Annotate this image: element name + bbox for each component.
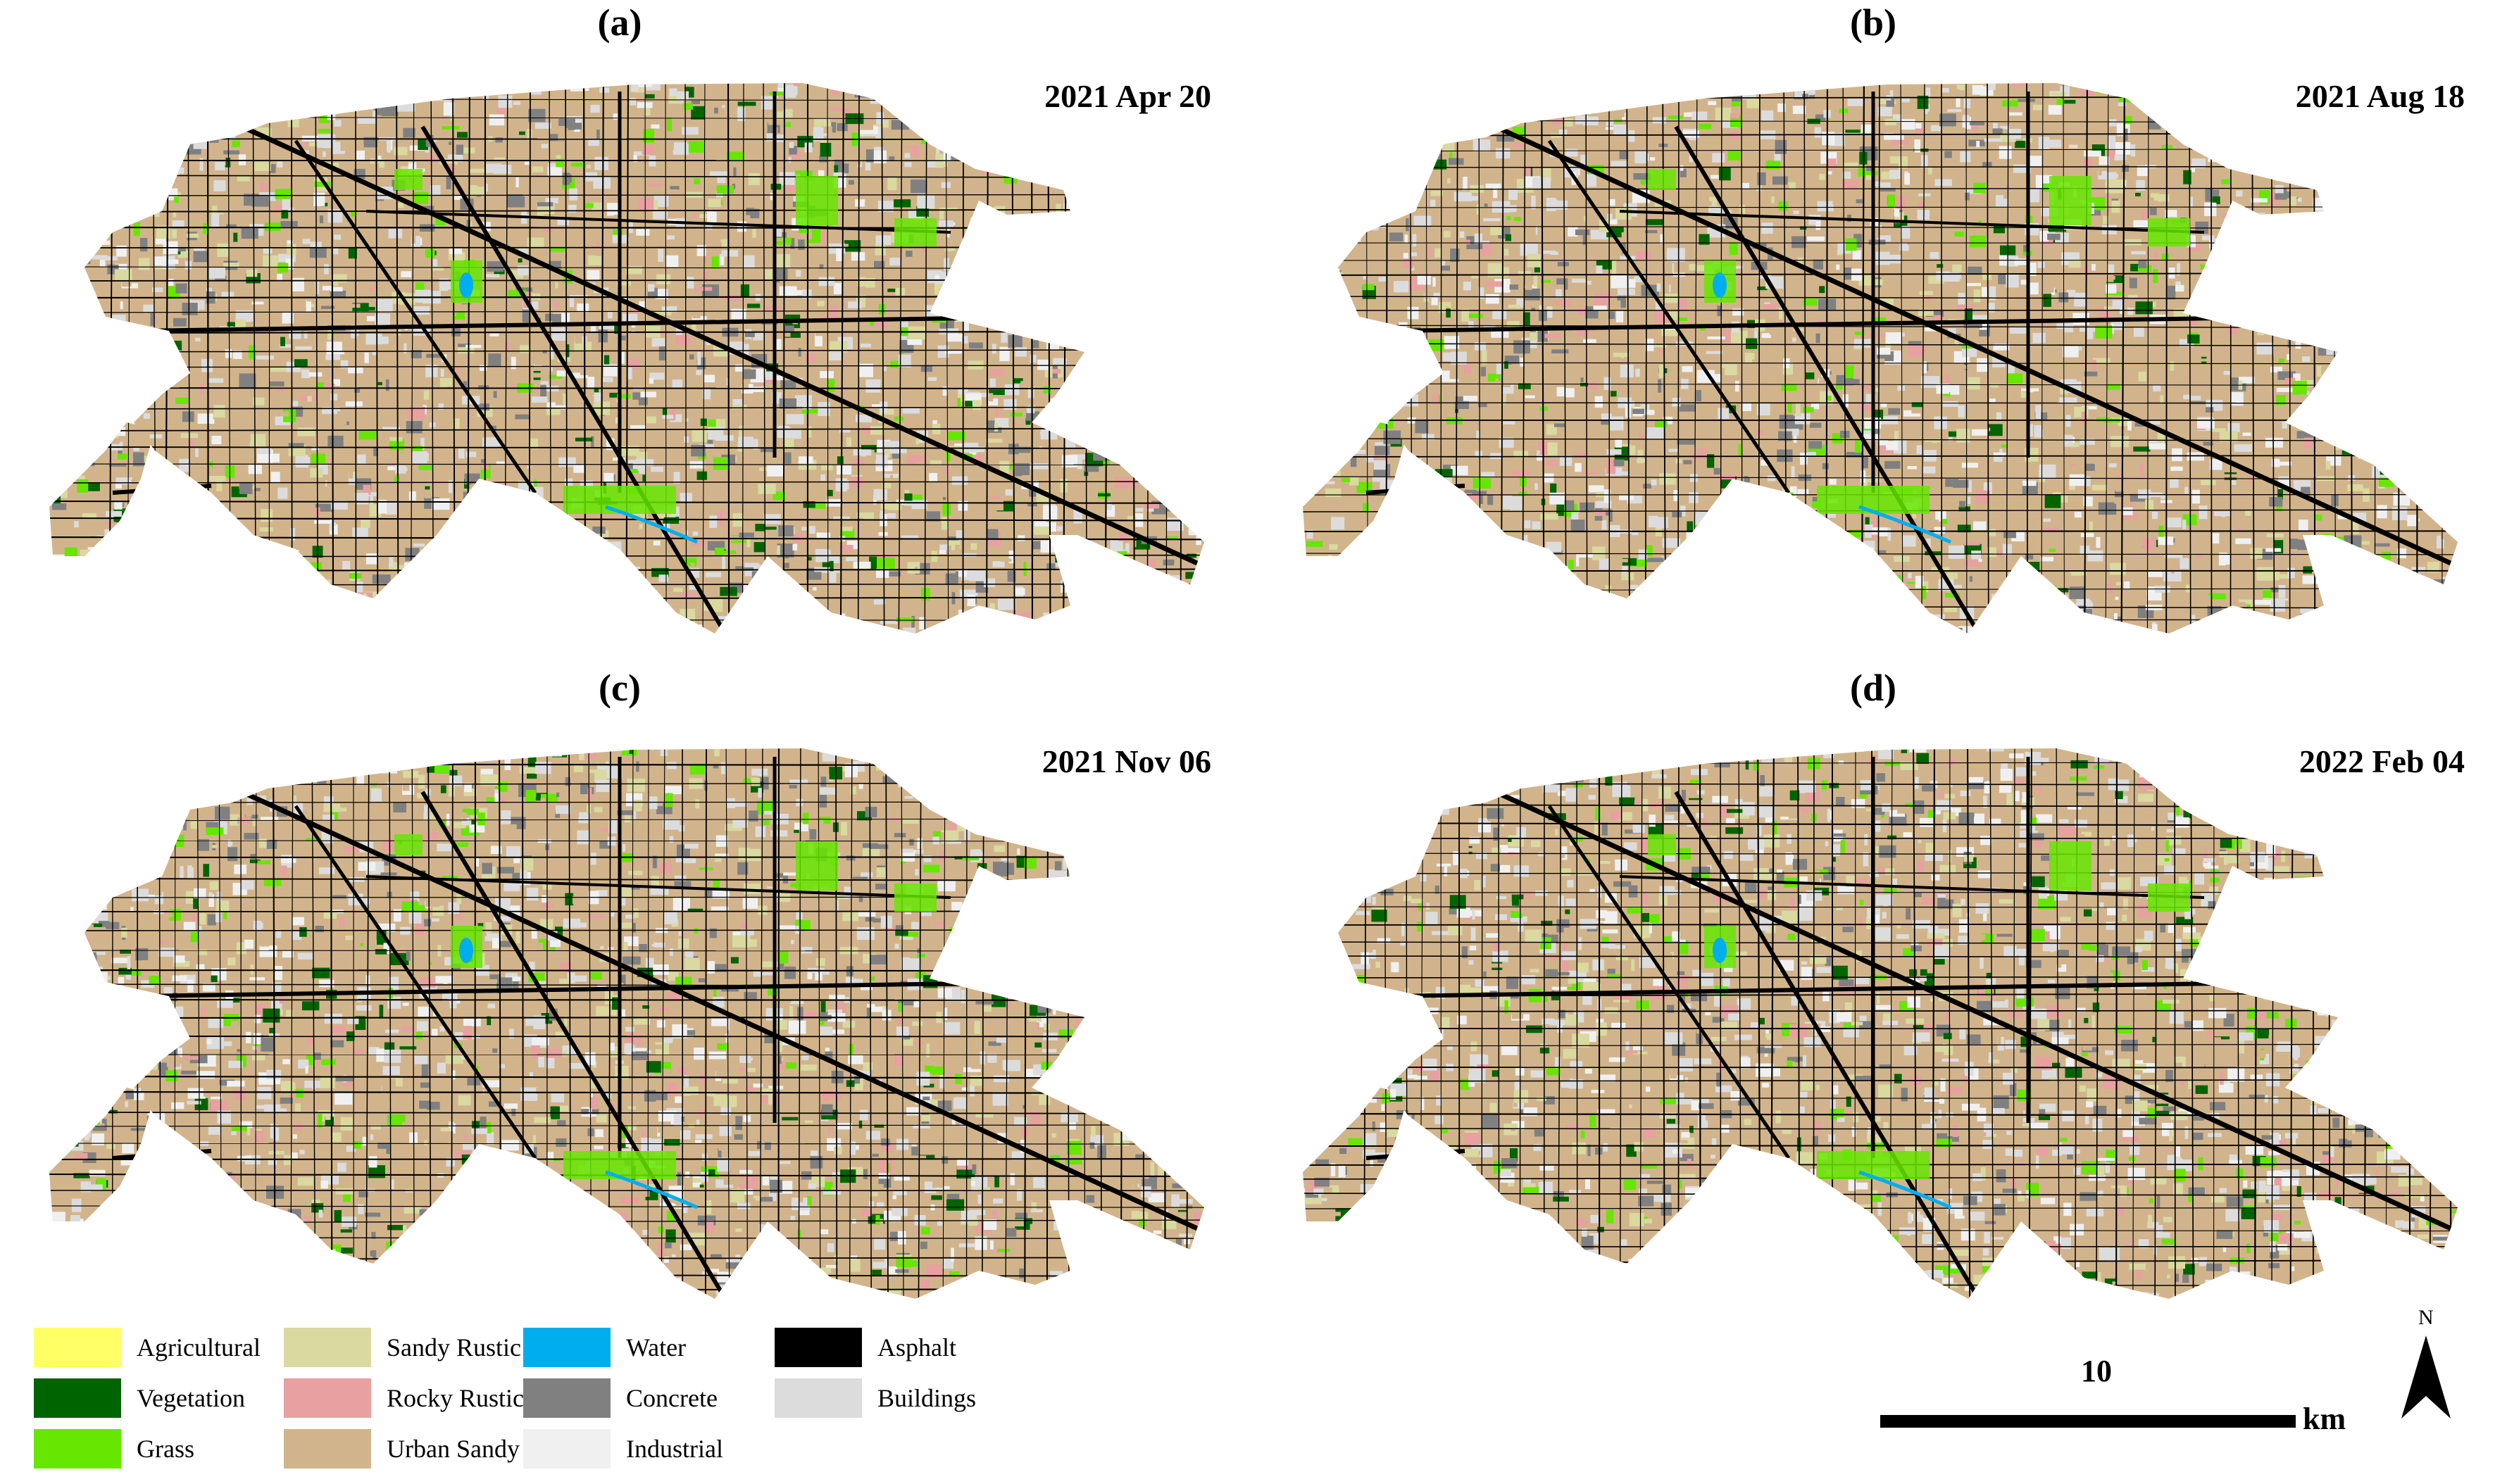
legend-item-sandy-rustic: Sandy Rustic [284,1327,521,1368]
legend-item-asphalt: Asphalt [775,1327,956,1368]
legend-item-industrial: Industrial [523,1428,723,1469]
scale-bar-line [1880,1415,2296,1428]
legend-item-water: Water [523,1327,686,1368]
panel-date-a: 2021 Apr 20 [1044,78,1211,114]
panel-label-b: (b) [1850,1,1896,44]
legend-swatch [523,1429,611,1469]
legend-swatch [775,1328,862,1367]
legend-label: Agricultural [137,1333,261,1362]
legend-label: Buildings [877,1384,977,1412]
legend: Agricultural Vegetation Grass Sandy Rust… [34,1327,1020,1475]
legend-swatch [284,1328,371,1367]
scale-bar-value: 10 [2081,1354,2112,1388]
legend-item-agricultural: Agricultural [34,1327,261,1368]
legend-item-grass: Grass [34,1428,194,1469]
map-panel-d: (d) 2022 Feb 04 [1253,665,2493,1341]
land-cover-map-d [1303,748,2458,1299]
legend-swatch [523,1328,611,1367]
legend-label: Rocky Rustic [387,1384,524,1412]
legend-label: Grass [137,1435,194,1463]
map-panel-c: (c) 2021 Nov 06 [0,665,1239,1341]
legend-swatch [34,1328,121,1367]
legend-item-concrete: Concrete [523,1378,718,1419]
legend-swatch [775,1378,862,1418]
north-arrow-icon [2401,1335,2451,1419]
legend-label: Vegetation [137,1384,245,1412]
legend-label: Concrete [626,1384,718,1412]
scale-bar-unit: km [2303,1402,2346,1436]
legend-item-buildings: Buildings [775,1378,976,1419]
land-cover-map-b [1303,83,2458,634]
legend-label: Sandy Rustic [387,1333,522,1362]
legend-swatch [284,1378,371,1418]
legend-label: Urban Sandy [387,1435,520,1463]
land-cover-map-a [49,83,1204,634]
panel-label-c: (c) [599,667,641,709]
legend-swatch [34,1378,121,1418]
panel-date-c: 2021 Nov 06 [1042,743,1211,779]
panel-label-d: (d) [1850,667,1896,709]
legend-item-urban-sandy: Urban Sandy [284,1428,520,1469]
legend-item-rocky-rustic: Rocky Rustic [284,1378,524,1419]
panel-date-b: 2021 Aug 18 [2295,78,2465,114]
map-panel-a: (a) 2021 Apr 20 [0,0,1239,676]
legend-swatch [34,1429,121,1469]
north-arrow: N [2394,1306,2458,1426]
legend-item-vegetation: Vegetation [34,1378,245,1419]
legend-label: Water [626,1333,687,1362]
legend-swatch [523,1378,611,1418]
legend-label: Industrial [626,1435,723,1463]
map-area [49,1088,155,1221]
land-cover-map-c [49,748,1204,1299]
panel-label-a: (a) [597,1,642,44]
north-label: N [2418,1306,2434,1329]
scale-bar: 10 km [1866,1338,2486,1478]
panel-date-d: 2022 Feb 04 [2299,743,2465,779]
legend-label: Asphalt [877,1333,956,1362]
legend-swatch [284,1429,371,1469]
map-panel-b: (b) 2021 Aug 18 [1253,0,2493,676]
